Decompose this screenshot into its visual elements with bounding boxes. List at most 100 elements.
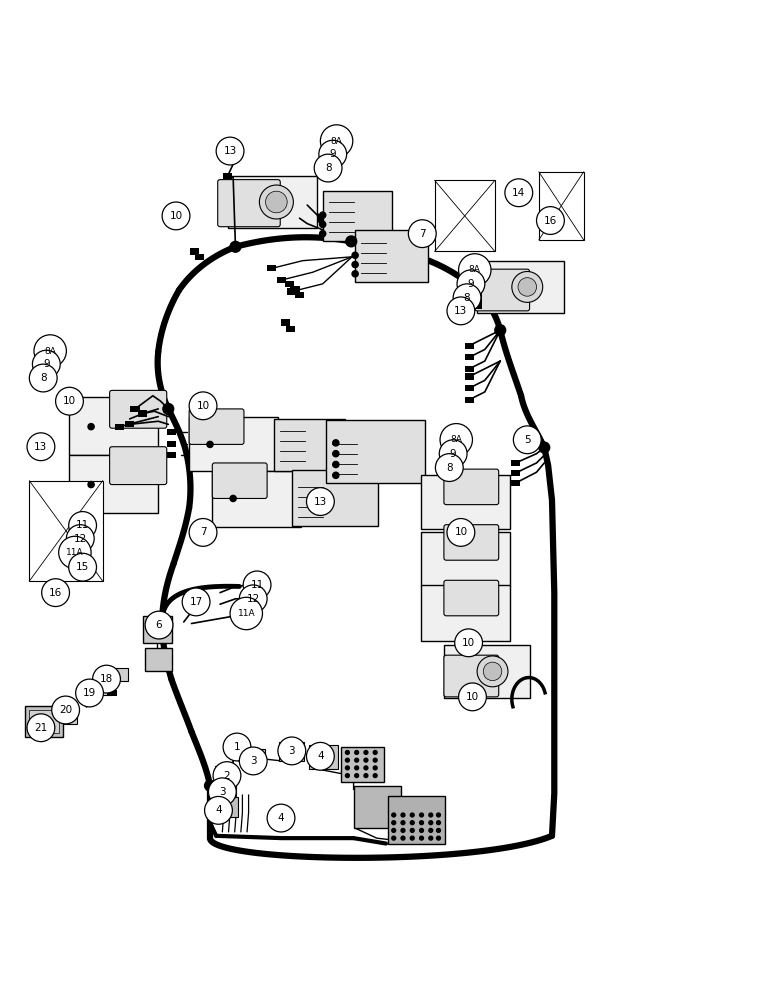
Bar	[29, 710, 59, 733]
Text: 3: 3	[219, 787, 225, 797]
Circle shape	[401, 836, 405, 840]
Circle shape	[345, 766, 349, 770]
Circle shape	[266, 191, 287, 213]
Bar	[143, 616, 172, 643]
Bar	[472, 290, 482, 296]
Text: 1: 1	[234, 742, 240, 752]
Circle shape	[436, 836, 440, 840]
Circle shape	[447, 297, 475, 325]
Circle shape	[354, 758, 358, 762]
Circle shape	[345, 774, 349, 778]
Circle shape	[429, 828, 432, 832]
Bar	[29, 481, 103, 581]
Circle shape	[48, 590, 56, 598]
Circle shape	[477, 656, 508, 687]
Circle shape	[31, 728, 36, 732]
Circle shape	[391, 821, 396, 825]
Circle shape	[455, 629, 482, 657]
Circle shape	[306, 488, 334, 515]
Text: 16: 16	[49, 588, 63, 598]
FancyBboxPatch shape	[444, 580, 499, 616]
Text: 8: 8	[325, 163, 331, 173]
Circle shape	[259, 185, 293, 219]
Circle shape	[157, 618, 168, 629]
Circle shape	[320, 125, 353, 157]
Text: 5: 5	[524, 435, 530, 445]
Circle shape	[354, 766, 358, 770]
Circle shape	[69, 512, 96, 539]
Text: 21: 21	[34, 723, 48, 733]
Circle shape	[373, 758, 377, 762]
Circle shape	[243, 571, 271, 599]
Text: 4: 4	[215, 805, 222, 815]
Bar	[465, 366, 474, 372]
Bar	[114, 668, 128, 681]
Bar	[281, 319, 290, 326]
FancyBboxPatch shape	[189, 409, 244, 444]
Circle shape	[459, 254, 491, 286]
Bar	[354, 786, 401, 828]
Bar	[130, 406, 140, 412]
FancyBboxPatch shape	[110, 447, 167, 485]
Circle shape	[346, 236, 357, 247]
Text: 7: 7	[200, 527, 206, 537]
Bar	[195, 254, 204, 260]
Circle shape	[189, 392, 217, 420]
Circle shape	[435, 454, 463, 481]
Bar	[215, 778, 236, 795]
Circle shape	[447, 519, 475, 546]
Text: 13: 13	[454, 306, 468, 316]
Text: 18: 18	[100, 674, 113, 684]
Bar	[309, 745, 338, 769]
Circle shape	[46, 728, 51, 732]
Text: 8: 8	[464, 293, 470, 303]
FancyBboxPatch shape	[444, 525, 499, 560]
Circle shape	[364, 774, 367, 778]
Circle shape	[436, 828, 440, 832]
Text: 8: 8	[446, 463, 452, 473]
Text: 20: 20	[59, 705, 73, 715]
Bar	[287, 288, 296, 295]
Circle shape	[333, 451, 339, 457]
Bar	[69, 455, 158, 513]
Circle shape	[495, 325, 506, 336]
Circle shape	[205, 796, 232, 824]
FancyBboxPatch shape	[444, 655, 499, 697]
Bar	[444, 645, 530, 698]
Text: 11: 11	[250, 580, 264, 590]
Circle shape	[439, 440, 467, 468]
Text: 4: 4	[278, 813, 284, 823]
Bar	[189, 417, 278, 471]
Bar	[115, 424, 124, 430]
Circle shape	[27, 433, 55, 461]
Text: 10: 10	[196, 401, 210, 411]
Text: 10: 10	[63, 396, 76, 406]
Circle shape	[537, 207, 564, 234]
Circle shape	[354, 751, 358, 754]
Bar	[421, 585, 510, 641]
Bar	[212, 471, 301, 527]
Bar	[323, 191, 392, 241]
Text: 11A: 11A	[66, 548, 83, 557]
Circle shape	[145, 611, 173, 639]
Text: 11: 11	[76, 520, 90, 530]
Circle shape	[162, 202, 190, 230]
Bar	[511, 480, 520, 486]
Circle shape	[213, 762, 241, 790]
FancyBboxPatch shape	[218, 180, 280, 227]
Circle shape	[419, 836, 423, 840]
Circle shape	[320, 221, 326, 227]
Bar	[292, 470, 378, 526]
Bar	[215, 766, 232, 779]
Bar	[223, 173, 232, 179]
Bar	[167, 452, 176, 458]
Circle shape	[88, 481, 94, 488]
Circle shape	[440, 424, 472, 456]
Text: 10: 10	[462, 638, 476, 648]
Circle shape	[88, 424, 94, 430]
Circle shape	[42, 579, 69, 607]
Text: 8A: 8A	[44, 347, 56, 356]
Circle shape	[207, 441, 213, 448]
Circle shape	[411, 813, 414, 817]
Circle shape	[69, 553, 96, 581]
